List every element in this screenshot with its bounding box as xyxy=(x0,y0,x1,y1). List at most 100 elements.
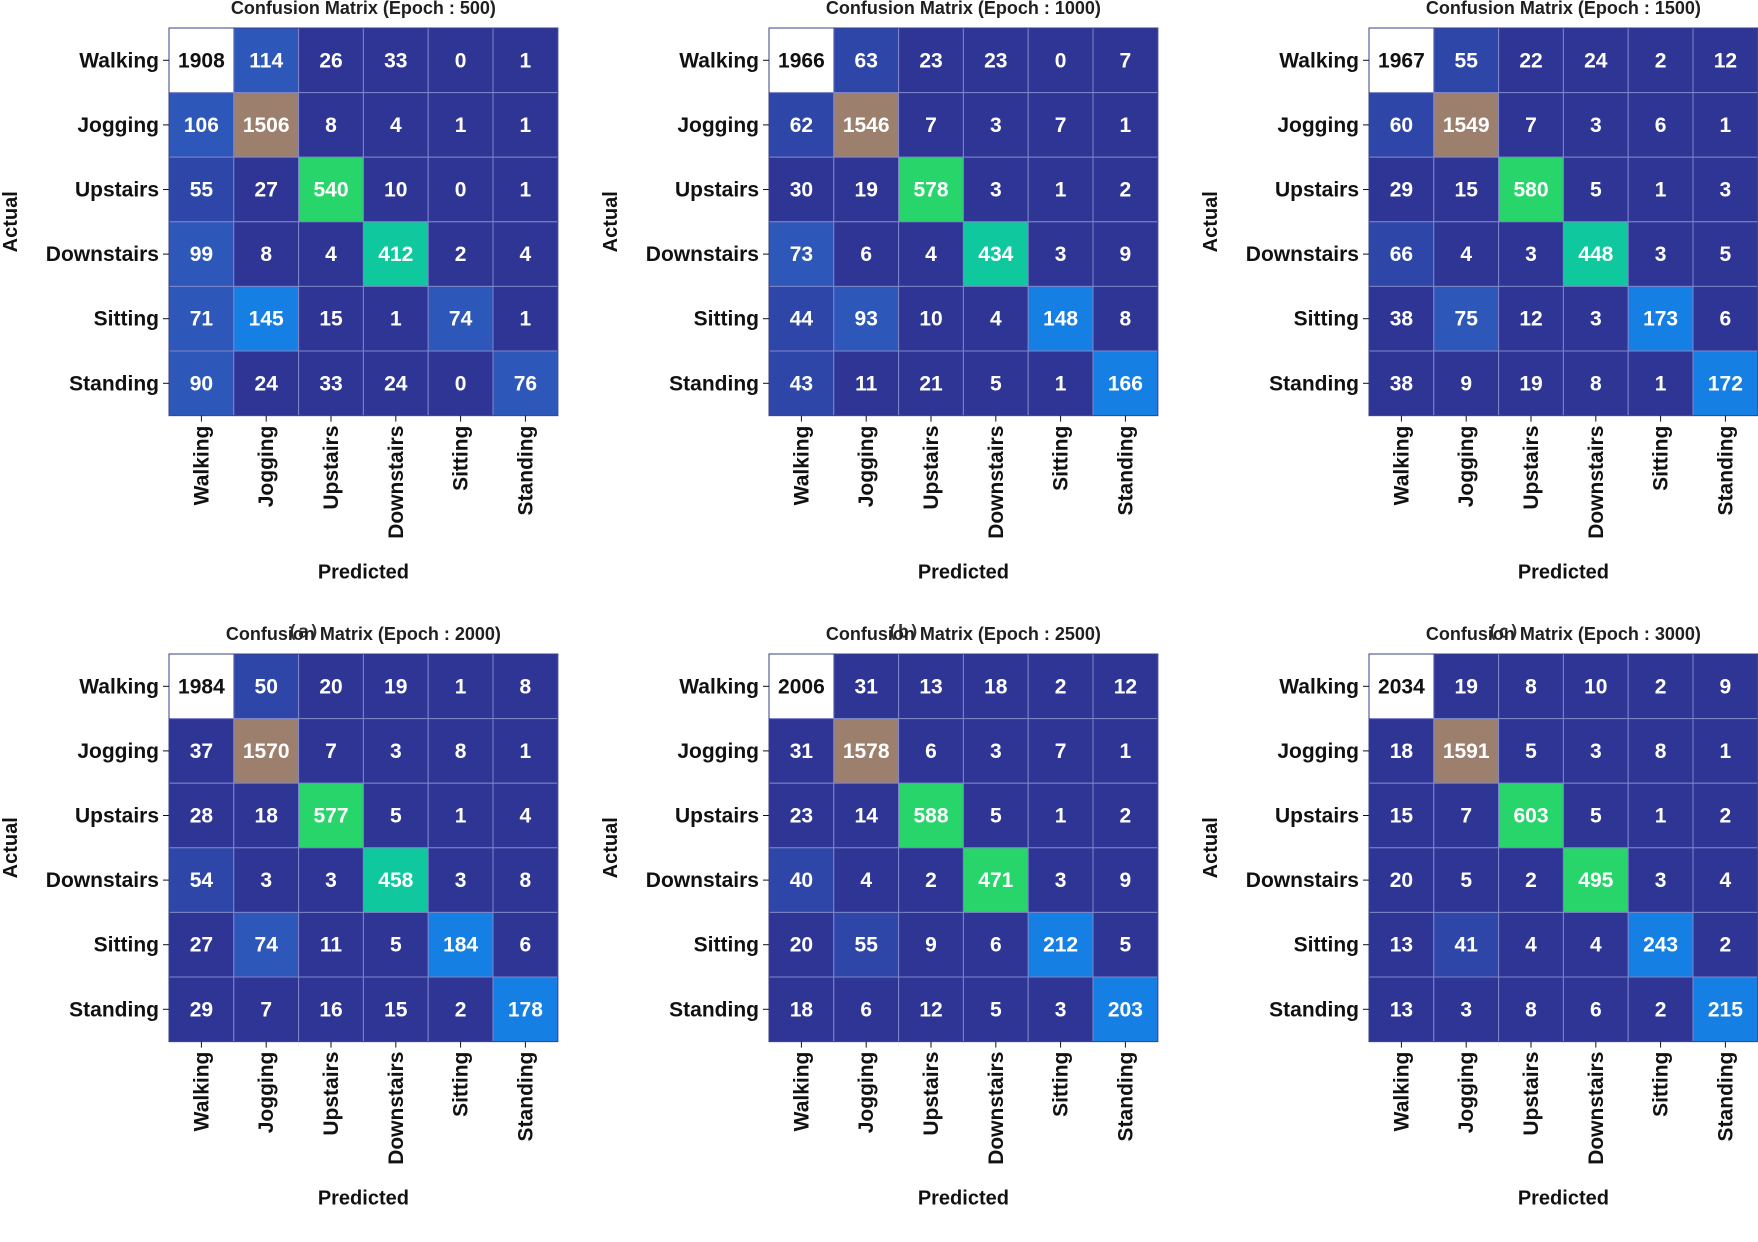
x-axis-label: Predicted xyxy=(1518,562,1609,584)
cell-value: 10 xyxy=(384,179,407,202)
matrix-cell xyxy=(1027,285,1094,352)
matrix-cell xyxy=(1433,350,1500,417)
row-tick-label: Standing xyxy=(1269,372,1359,395)
cell-value: 471 xyxy=(978,869,1013,892)
cell-value: 60 xyxy=(1390,114,1413,137)
matrix-cell xyxy=(1498,911,1564,978)
cell-value: 11 xyxy=(320,934,343,957)
matrix-cell xyxy=(362,718,429,784)
cell-value: 5 xyxy=(1460,869,1472,892)
cell-value: 1 xyxy=(1055,179,1067,202)
matrix-cell xyxy=(898,156,964,223)
cell-value: 412 xyxy=(378,243,413,266)
matrix-cell xyxy=(962,976,1029,1043)
chart-title: Confusion Matrix (Epoch : 2000) xyxy=(226,624,501,644)
matrix-cell xyxy=(962,847,1029,913)
matrix-cell xyxy=(1368,221,1435,287)
cell-value: 173 xyxy=(1643,308,1678,331)
row-tick-label: Walking xyxy=(79,49,159,72)
cell-value: 16 xyxy=(319,998,342,1021)
matrix-cell xyxy=(962,285,1029,352)
cell-value: 54 xyxy=(190,869,214,892)
cell-value: 1 xyxy=(455,805,467,828)
matrix-cell xyxy=(833,285,900,352)
matrix-cell xyxy=(1092,653,1159,720)
cell-value: 5 xyxy=(1590,179,1602,202)
cell-value: 18 xyxy=(255,805,279,828)
matrix-cell xyxy=(362,221,429,287)
cell-value: 1506 xyxy=(243,114,290,137)
matrix-cell xyxy=(1498,156,1564,223)
cell-value: 31 xyxy=(855,675,879,698)
cell-value: 15 xyxy=(384,998,408,1021)
matrix-cell xyxy=(1092,156,1159,223)
matrix-cell xyxy=(233,92,300,158)
cell-value: 540 xyxy=(313,179,348,202)
x-axis-label: Predicted xyxy=(1518,1188,1609,1210)
matrix-cell xyxy=(427,156,494,223)
matrix-cell xyxy=(1092,976,1159,1043)
matrix-cell xyxy=(898,221,964,287)
matrix-cell xyxy=(233,911,300,978)
cell-value: 38 xyxy=(1390,308,1414,331)
cell-value: 2 xyxy=(1120,805,1132,828)
matrix-cell xyxy=(492,911,559,978)
cell-value: 172 xyxy=(1708,372,1743,395)
cell-value: 90 xyxy=(190,372,213,395)
matrix-cell xyxy=(298,285,364,352)
cell-value: 6 xyxy=(860,998,872,1021)
col-tick-label: Upstairs xyxy=(920,426,943,510)
matrix-cell xyxy=(898,782,964,849)
cell-value: 4 xyxy=(390,114,402,137)
matrix-cell xyxy=(233,653,300,720)
cell-value: 577 xyxy=(313,805,348,828)
matrix-cell xyxy=(1433,653,1500,720)
matrix-cell xyxy=(1692,27,1758,94)
col-tick-label: Downstairs xyxy=(1585,426,1608,539)
cell-value: 1 xyxy=(1655,372,1667,395)
col-tick-label: Standing xyxy=(1714,426,1737,516)
cell-value: 4 xyxy=(990,308,1002,331)
row-tick-label: Sitting xyxy=(1294,308,1359,331)
matrix-cell xyxy=(1627,782,1694,849)
cell-value: 9 xyxy=(1120,243,1132,266)
cell-value: 15 xyxy=(1390,805,1414,828)
matrix-cell xyxy=(362,156,429,223)
matrix-cell xyxy=(1433,718,1500,784)
cell-value: 5 xyxy=(390,934,402,957)
cell-value: 7 xyxy=(1460,805,1472,828)
cell-value: 184 xyxy=(443,934,478,957)
cell-value: 13 xyxy=(1390,934,1413,957)
cell-value: 3 xyxy=(990,114,1002,137)
row-tick-label: Standing xyxy=(69,998,159,1021)
cell-value: 1 xyxy=(455,675,467,698)
matrix-cell xyxy=(1627,221,1694,287)
row-tick-label: Walking xyxy=(1279,49,1359,72)
cell-value: 10 xyxy=(1584,675,1607,698)
cell-value: 3 xyxy=(990,179,1002,202)
cell-value: 5 xyxy=(990,805,1002,828)
cell-value: 71 xyxy=(190,308,214,331)
row-tick-label: Downstairs xyxy=(1246,869,1359,892)
matrix-cell xyxy=(1092,285,1159,352)
matrix-cell xyxy=(1368,156,1435,223)
cell-value: 12 xyxy=(1714,49,1737,72)
cell-value: 448 xyxy=(1578,243,1613,266)
cell-value: 8 xyxy=(1590,372,1602,395)
cell-value: 0 xyxy=(455,372,467,395)
cell-value: 20 xyxy=(790,934,813,957)
chart-title: Confusion Matrix (Epoch : 500) xyxy=(231,0,496,18)
matrix-cell xyxy=(1027,156,1094,223)
cell-value: 73 xyxy=(790,243,813,266)
row-tick-label: Jogging xyxy=(1277,114,1359,137)
cell-value: 12 xyxy=(1519,308,1542,331)
matrix-cell xyxy=(768,718,835,784)
matrix-cell xyxy=(168,350,235,417)
cell-value: 1570 xyxy=(243,740,290,763)
cell-value: 7 xyxy=(925,114,937,137)
col-tick-label: Upstairs xyxy=(320,426,343,510)
cell-value: 11 xyxy=(855,372,878,395)
matrix-cell xyxy=(1692,653,1758,720)
matrix-cell xyxy=(1433,221,1500,287)
matrix-cell xyxy=(492,718,559,784)
